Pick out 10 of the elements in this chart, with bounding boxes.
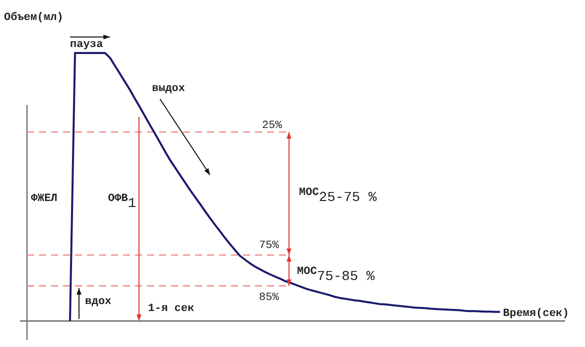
annotation: 25% xyxy=(262,120,282,132)
annotation: 1-я сек xyxy=(148,303,195,315)
annotation: 75% xyxy=(259,240,280,252)
text: ФЖЕЛ xyxy=(31,193,58,205)
annotation: 85% xyxy=(259,292,280,304)
x-axis-title: Время(сек) xyxy=(503,308,570,320)
annotation: выдох xyxy=(152,83,186,95)
annotation: вдох xyxy=(85,296,112,308)
y-axis-title: Объем(мл) xyxy=(4,11,64,24)
text: пауза xyxy=(70,39,104,51)
